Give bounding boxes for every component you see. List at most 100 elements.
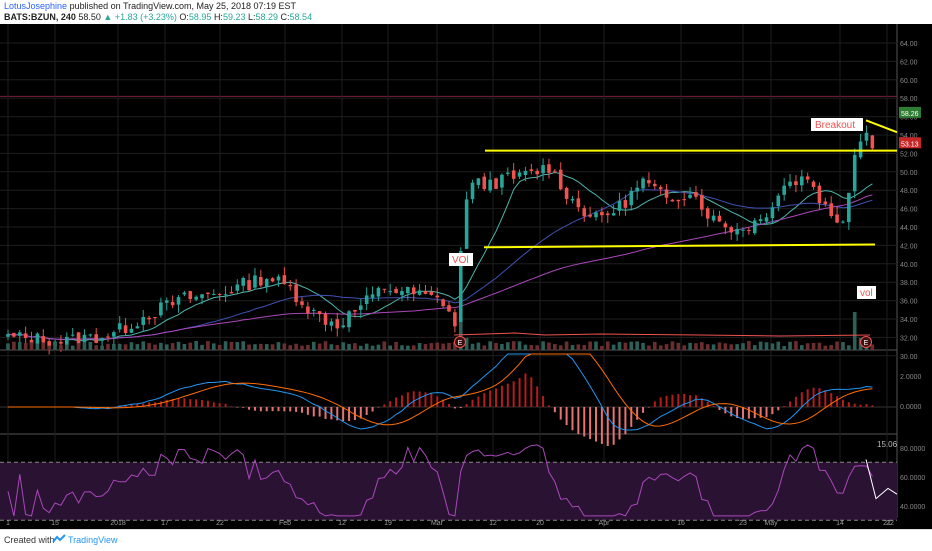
- macd-histogram-bar: [365, 407, 368, 416]
- volume-bar: [817, 342, 822, 350]
- volume-bar: [547, 342, 551, 350]
- candle-body: [594, 212, 598, 218]
- candle-body: [247, 280, 251, 291]
- author-link[interactable]: LotusJosephine: [4, 1, 68, 11]
- volume-bar: [53, 342, 57, 350]
- macd-histogram-bar: [271, 407, 274, 412]
- candle-body: [629, 190, 634, 206]
- candle-body: [535, 170, 539, 175]
- candle-body: [764, 217, 769, 222]
- chart-canvas[interactable]: VOl Breakout vol E E 15.06 1 15 2018 17 22 Feb 12 1…: [0, 24, 932, 529]
- macd-histogram-bar: [524, 373, 527, 407]
- time-tick-label: Feb: [279, 520, 291, 527]
- macd-histogram-bar: [671, 394, 674, 407]
- macd-histogram-bar: [789, 401, 792, 407]
- prev-price-tag: [899, 137, 921, 149]
- current-price-text: 58.26: [901, 111, 919, 118]
- candle-body: [735, 228, 739, 235]
- candle-body: [717, 215, 722, 222]
- macd-histogram-bar: [536, 386, 539, 407]
- breakout-label-box: [811, 118, 863, 131]
- earnings-marker-text: E: [458, 340, 463, 347]
- volume-bar: [588, 341, 592, 350]
- volume-bar: [117, 343, 122, 350]
- volume-bar: [282, 343, 287, 350]
- candle-body: [382, 288, 387, 290]
- macd-histogram-bar: [201, 400, 204, 407]
- macd-histogram-bar: [553, 407, 556, 413]
- macd-histogram-bar: [306, 407, 309, 415]
- volume-bar: [841, 342, 845, 350]
- macd-histogram-bar: [771, 407, 774, 415]
- volume-bar: [129, 342, 134, 350]
- candle-body: [447, 305, 451, 312]
- volume-bar: [617, 342, 622, 350]
- volume-bar: [259, 343, 263, 350]
- volume-bar: [153, 344, 157, 350]
- volume-bar: [852, 312, 857, 350]
- tradingview-link[interactable]: TradingView: [68, 535, 118, 545]
- time-tick-label: 12: [489, 520, 497, 527]
- candle-body: [800, 176, 804, 186]
- candle-body: [59, 341, 63, 344]
- volume-bar: [747, 341, 751, 350]
- macd-histogram-bar: [565, 407, 568, 426]
- volume-bar: [517, 341, 522, 350]
- volume-bar: [123, 344, 128, 350]
- macd-histogram-bar: [612, 407, 615, 445]
- macd-histogram-bar: [830, 393, 833, 407]
- candle-body: [147, 317, 151, 320]
- volume-bar: [411, 345, 416, 350]
- open-value: 58.95: [188, 12, 212, 22]
- candle-body: [23, 333, 28, 339]
- volume-bar: [752, 345, 757, 350]
- macd-histogram-bar: [318, 407, 321, 417]
- candle-body: [353, 309, 357, 312]
- volume-bar: [782, 345, 786, 350]
- candle-body: [288, 285, 293, 287]
- candle-body: [117, 323, 122, 330]
- volume-bar: [394, 341, 398, 350]
- macd-histogram-bar: [506, 383, 509, 407]
- volume-bar: [370, 345, 375, 350]
- volume-bar: [235, 342, 240, 350]
- macd-histogram-bar: [183, 398, 186, 407]
- macd-histogram-bar: [218, 403, 221, 407]
- time-tick-label: 23: [739, 520, 747, 527]
- candle-body: [300, 301, 304, 305]
- macd-histogram-bar: [442, 399, 445, 407]
- volume-bar: [223, 341, 228, 350]
- volume-bar: [458, 322, 463, 350]
- candle-body: [705, 208, 710, 219]
- macd-histogram-bar: [783, 406, 786, 407]
- candle-body: [711, 215, 716, 221]
- volume-bar: [523, 344, 528, 350]
- volume-bar: [541, 341, 545, 350]
- candle-body: [182, 292, 187, 295]
- macd-histogram-bar: [295, 407, 298, 412]
- macd-histogram-bar: [448, 403, 450, 407]
- chart-area[interactable]: VOl Breakout vol E E 15.06 1 15 2018 17 22 Feb 12 1…: [0, 24, 932, 529]
- time-tick-label: Mar: [431, 520, 444, 527]
- macd-histogram-bar: [600, 407, 603, 444]
- low-label: L:: [247, 12, 256, 22]
- candle-body: [388, 291, 392, 293]
- candle-body: [805, 176, 810, 180]
- macd-histogram-bar: [424, 392, 427, 407]
- candle-body: [6, 334, 10, 337]
- candle-body: [529, 169, 534, 171]
- candle-body: [835, 214, 839, 223]
- macd-histogram-bar: [718, 407, 721, 411]
- candle-body: [347, 311, 351, 328]
- candle-body: [188, 291, 193, 300]
- candle-body: [35, 333, 40, 344]
- volume-bar: [164, 344, 169, 350]
- candle-body: [605, 213, 610, 216]
- volume-bar: [12, 341, 16, 350]
- candle-body: [494, 178, 498, 189]
- candle-body: [94, 334, 98, 343]
- candle-body: [517, 172, 522, 177]
- ma-slow-line: [7, 194, 873, 340]
- volume-bar: [670, 341, 675, 350]
- volume-bar: [694, 343, 698, 350]
